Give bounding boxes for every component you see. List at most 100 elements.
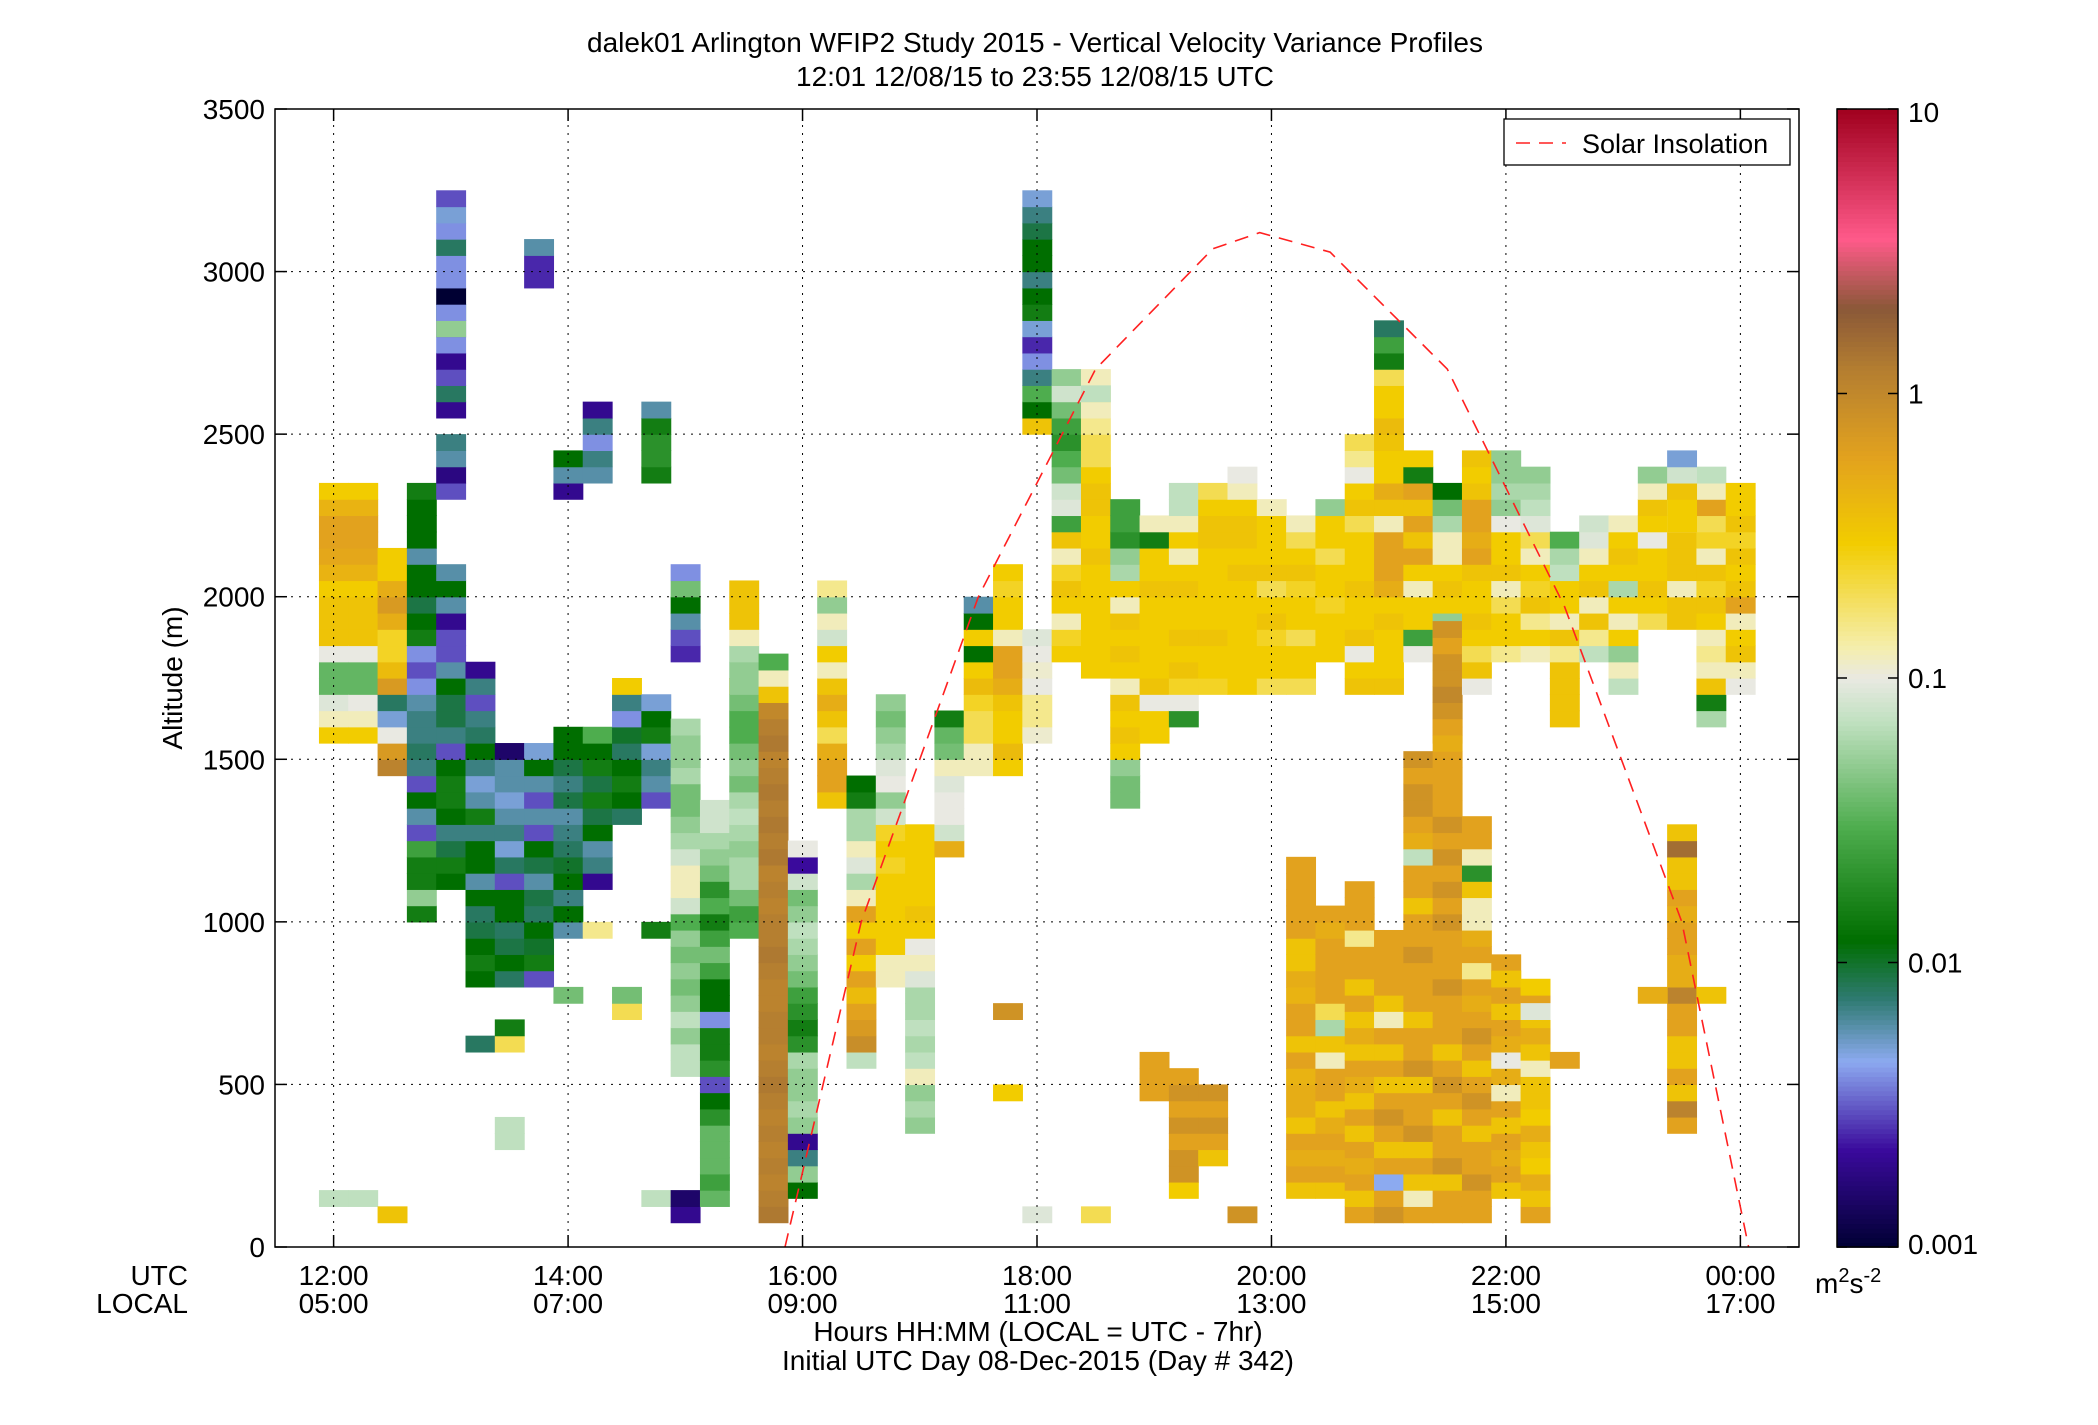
variance-cell: [436, 678, 467, 695]
colorbar-segment: [1837, 644, 1898, 651]
chart-subtitle: 12:01 12/08/15 to 23:55 12/08/15 UTC: [796, 61, 1274, 92]
variance-cell: [524, 905, 555, 923]
variance-cell: [1432, 580, 1463, 598]
variance-cell: [1637, 612, 1668, 630]
colorbar-segment: [1837, 967, 1898, 973]
variance-cell: [1608, 661, 1639, 679]
colorbar-segment: [1837, 374, 1898, 381]
colorbar-segment: [1837, 549, 1898, 556]
variance-cell: [465, 938, 496, 955]
colorbar-segment: [1837, 1242, 1898, 1248]
variance-cell: [1374, 1206, 1404, 1224]
colorbar-segment: [1837, 284, 1898, 290]
variance-cell: [699, 1190, 730, 1207]
colorbar-segment: [1837, 346, 1898, 352]
variance-cell: [1374, 417, 1404, 435]
variance-cell: [729, 873, 760, 890]
variance-cell: [1696, 629, 1727, 647]
variance-cell: [1110, 515, 1141, 533]
colorbar-segment: [1837, 649, 1898, 656]
variance-cell: [1696, 466, 1727, 484]
variance-cell: [1198, 661, 1229, 679]
variance-cell: [1344, 531, 1375, 549]
variance-cell: [758, 946, 789, 964]
y-tick-label: 3000: [203, 257, 265, 288]
variance-cell: [699, 864, 730, 882]
variance-cell: [582, 417, 613, 435]
colorbar-segment: [1837, 436, 1898, 442]
colorbar-segment: [1837, 739, 1898, 746]
variance-cell: [1461, 816, 1492, 834]
variance-cell: [846, 1019, 877, 1037]
variance-cell: [524, 808, 555, 825]
variance-cell: [1315, 629, 1346, 647]
variance-cell: [465, 743, 496, 760]
variance-cell: [1491, 466, 1522, 484]
variance-cell: [1608, 580, 1639, 598]
variance-cell: [1520, 499, 1551, 517]
variance-cell: [1051, 531, 1082, 549]
colorbar-segment: [1837, 943, 1898, 950]
variance-cell: [1432, 767, 1463, 785]
variance-cell: [1344, 547, 1375, 565]
variance-cell: [1374, 320, 1404, 338]
variance-cell: [465, 726, 496, 744]
colorbar-segment: [1837, 483, 1898, 490]
variance-cell: [1256, 564, 1287, 582]
colorbar-segment: [1837, 734, 1898, 741]
variance-cell: [1315, 954, 1346, 972]
variance-cell: [993, 1084, 1023, 1102]
variance-cell: [817, 629, 848, 647]
variance-cell: [699, 1125, 730, 1142]
variance-cell: [758, 799, 789, 817]
variance-cell: [670, 564, 701, 582]
variance-cell: [1315, 970, 1346, 988]
variance-cell: [1520, 1027, 1551, 1045]
variance-cell: [1667, 515, 1698, 533]
variance-cell: [524, 921, 555, 939]
colorbar-segment: [1837, 255, 1898, 262]
colorbar-segment: [1837, 322, 1898, 328]
variance-cell: [1667, 547, 1698, 565]
variance-cell: [524, 856, 555, 874]
variance-cell: [1696, 678, 1727, 695]
colorbar-segment: [1837, 919, 1898, 926]
variance-cell: [670, 783, 701, 801]
variance-cell: [1432, 653, 1463, 671]
variance-cell: [1227, 531, 1258, 549]
variance-cell: [1051, 482, 1082, 500]
variance-cell: [1432, 1092, 1463, 1110]
variance-cell: [1403, 482, 1434, 500]
variance-cell: [1491, 531, 1522, 549]
colorbar-segment: [1837, 706, 1898, 712]
variance-cell: [1403, 783, 1434, 801]
variance-cell: [699, 1092, 730, 1110]
variance-cell: [465, 710, 496, 728]
variance-cell: [1315, 1133, 1346, 1151]
variance-cell: [1520, 1043, 1551, 1061]
variance-cell: [465, 759, 496, 777]
variance-cell: [1051, 612, 1082, 630]
variance-cell: [1139, 1068, 1170, 1086]
variance-cell: [1198, 482, 1229, 500]
variance-cell: [1256, 515, 1287, 533]
variance-cell: [1374, 1043, 1404, 1061]
variance-cell: [436, 336, 467, 354]
colorbar-segment: [1837, 971, 1898, 978]
variance-cell: [1256, 531, 1287, 549]
variance-cell: [875, 775, 906, 793]
variance-cell: [582, 466, 613, 484]
variance-cell: [1168, 580, 1199, 598]
variance-cell: [670, 751, 701, 769]
variance-cell: [436, 239, 467, 256]
colorbar-segment: [1837, 1019, 1898, 1025]
colorbar-segment: [1837, 711, 1898, 717]
variance-cell: [377, 743, 408, 760]
variance-cell: [1696, 499, 1727, 517]
variance-cell: [670, 929, 701, 947]
variance-cell: [1022, 726, 1053, 744]
variance-cell: [1432, 1060, 1463, 1077]
x-tick-label-utc: 18:00: [1002, 1260, 1072, 1291]
variance-cell: [1022, 320, 1053, 338]
variance-cell: [1725, 515, 1756, 533]
